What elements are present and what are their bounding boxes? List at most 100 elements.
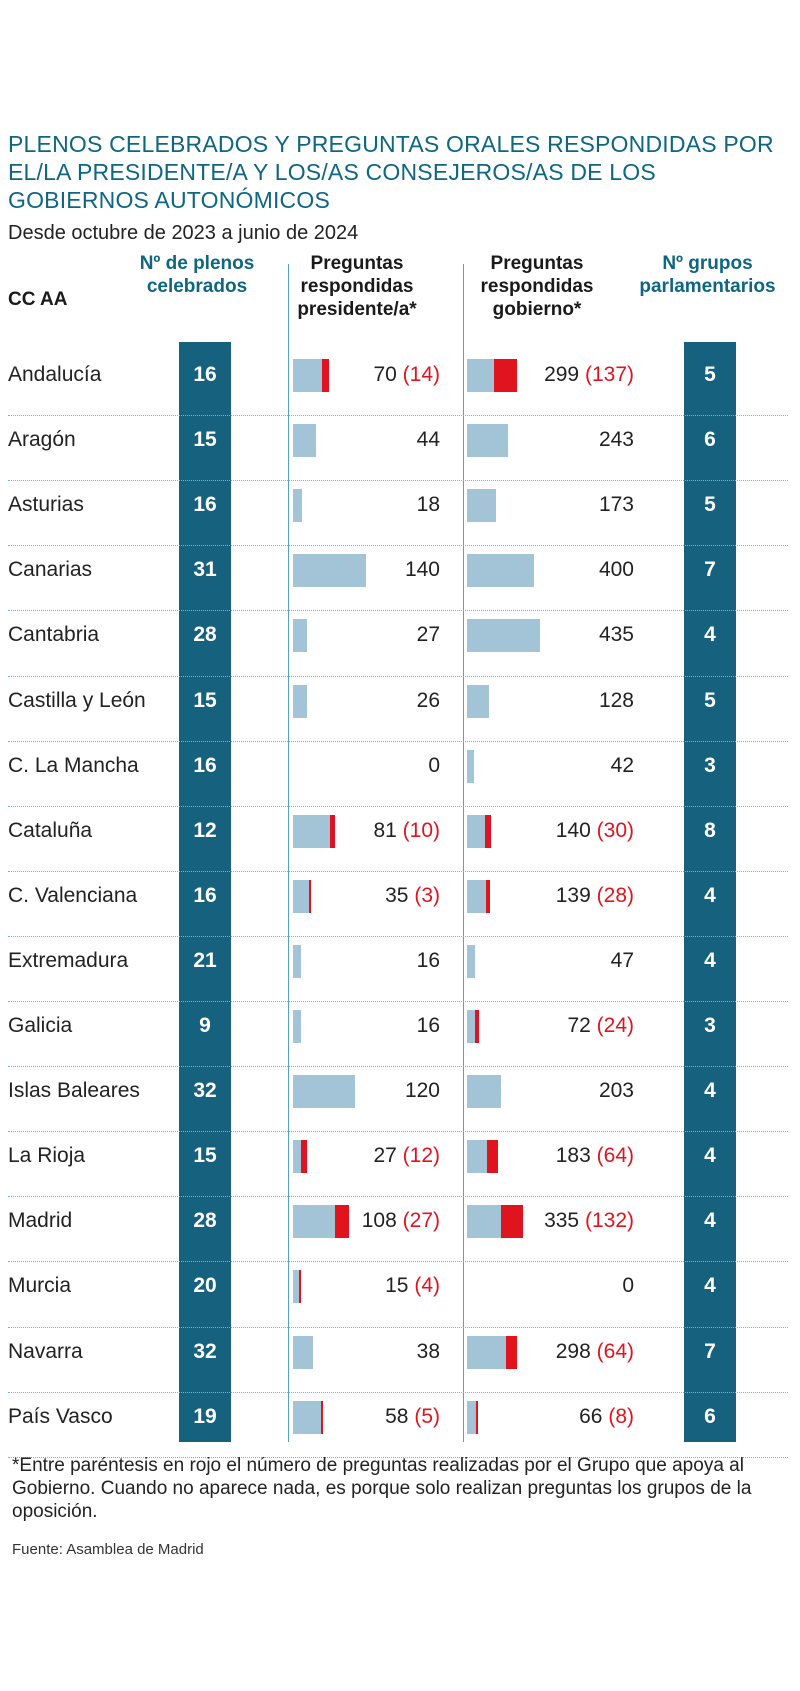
gob-government-group-value: (137) bbox=[584, 363, 634, 386]
row-label: Castilla y León bbox=[8, 688, 146, 712]
row-separator bbox=[8, 1391, 788, 1393]
gobierno-cell: 139 (28) bbox=[556, 884, 634, 908]
source-note: Fuente: Asamblea de Madrid bbox=[12, 1541, 204, 1558]
row-separator bbox=[8, 610, 788, 612]
presidente-bar bbox=[293, 1010, 302, 1043]
grupos-value: 5 bbox=[704, 493, 716, 517]
grupos-value: 6 bbox=[704, 428, 716, 452]
presidente-cell: 108 (27) bbox=[362, 1209, 440, 1233]
gobierno-cell: 298 (64) bbox=[556, 1340, 634, 1364]
header-grupos: Nº grupos parlamentarios bbox=[639, 253, 776, 297]
grupos-value: 8 bbox=[704, 818, 716, 842]
presidente-cell: 27 bbox=[417, 623, 440, 647]
gobierno-bar bbox=[467, 554, 535, 588]
presidente-cell: 15 (4) bbox=[385, 1274, 440, 1298]
gob-value: 72 bbox=[567, 1014, 591, 1037]
presidente-cell: 18 bbox=[417, 493, 440, 517]
gob-government-group-value: (8) bbox=[608, 1404, 634, 1428]
gobierno-cell: 42 bbox=[611, 754, 634, 778]
grupos-band bbox=[684, 342, 736, 1442]
grupos-value: 3 bbox=[704, 1014, 716, 1037]
plenos-value: 28 bbox=[193, 623, 217, 647]
presidente-bar bbox=[293, 619, 308, 653]
pres-government-group-value: (4) bbox=[414, 1274, 440, 1298]
gob-value: 435 bbox=[598, 623, 634, 647]
gobierno-cell: 0 bbox=[622, 1274, 634, 1298]
row-separator bbox=[8, 1066, 788, 1068]
grupos-value: 6 bbox=[704, 1404, 716, 1428]
gob-value: 183 bbox=[555, 1144, 591, 1168]
pres-value: 27 bbox=[416, 623, 440, 647]
row-separator bbox=[8, 935, 788, 937]
plenos-value: 16 bbox=[193, 883, 217, 907]
gob-government-group-value: (132) bbox=[584, 1209, 634, 1233]
gob-value: 173 bbox=[598, 493, 634, 517]
presidente-cell: 0 bbox=[428, 754, 440, 778]
pres-value: 35 bbox=[385, 883, 409, 907]
gobierno-cell: 183 (64) bbox=[556, 1144, 634, 1168]
pres-value: 38 bbox=[416, 1339, 440, 1363]
plenos-value: 28 bbox=[193, 1209, 217, 1233]
gob-value: 400 bbox=[598, 558, 634, 582]
row-separator bbox=[8, 415, 788, 417]
gobierno-bar bbox=[467, 879, 491, 913]
gobierno-bar bbox=[467, 749, 475, 783]
grupos-value: 5 bbox=[704, 363, 716, 386]
plenos-value: 19 bbox=[193, 1404, 217, 1428]
row-label: Islas Baleares bbox=[8, 1079, 140, 1103]
row-separator bbox=[8, 480, 788, 482]
pres-value: 70 bbox=[373, 363, 397, 386]
gobierno-government-bar bbox=[501, 1205, 524, 1239]
gobierno-cell: 128 bbox=[599, 689, 634, 713]
row-separator bbox=[8, 870, 788, 872]
plenos-value: 16 bbox=[193, 753, 217, 777]
presidente-government-bar bbox=[322, 359, 330, 392]
gob-government-group-value: (30) bbox=[596, 818, 634, 842]
pres-value: 58 bbox=[385, 1404, 409, 1428]
gob-value: 42 bbox=[610, 753, 634, 777]
plenos-value: 15 bbox=[193, 688, 217, 712]
pres-government-group-value: (12) bbox=[402, 1144, 440, 1168]
row-label: C. Valenciana bbox=[8, 883, 138, 907]
presidente-bar bbox=[293, 1335, 313, 1369]
row-label: País Vasco bbox=[8, 1404, 113, 1428]
row-separator bbox=[8, 740, 788, 742]
gob-value: 128 bbox=[598, 688, 634, 712]
plenos-value: 21 bbox=[193, 948, 217, 972]
gobierno-bar bbox=[467, 944, 475, 978]
presidente-bar bbox=[293, 684, 307, 718]
gobierno-cell: 140 (30) bbox=[556, 819, 634, 843]
pres-value: 140 bbox=[404, 558, 440, 582]
gobierno-cell: 173 bbox=[599, 493, 634, 517]
presidente-government-bar bbox=[320, 1400, 324, 1434]
pres-value: 120 bbox=[404, 1079, 440, 1103]
plenos-value: 12 bbox=[193, 818, 217, 842]
gobierno-bar bbox=[467, 424, 508, 458]
plenos-value: 32 bbox=[193, 1079, 217, 1103]
gobierno-cell: 243 bbox=[599, 428, 634, 452]
presidente-cell: 27 (12) bbox=[373, 1144, 440, 1168]
gob-value: 203 bbox=[598, 1079, 634, 1103]
pres-government-group-value: (5) bbox=[414, 1404, 440, 1428]
gobierno-bar bbox=[467, 814, 491, 848]
pres-value: 16 bbox=[416, 1014, 440, 1037]
plenos-value: 9 bbox=[199, 1014, 211, 1037]
row-label: Cataluña bbox=[8, 818, 93, 842]
gobierno-government-bar bbox=[476, 1400, 479, 1434]
gob-government-group-value: (24) bbox=[596, 1014, 634, 1037]
row-separator bbox=[8, 1196, 788, 1198]
chart-title: PLENOS CELEBRADOS Y PREGUNTAS ORALES RES… bbox=[8, 131, 774, 213]
presidente-government-bar bbox=[309, 879, 312, 913]
presidente-bar bbox=[293, 814, 336, 848]
presidente-bar bbox=[293, 879, 312, 913]
pres-value: 0 bbox=[428, 753, 440, 777]
grupos-value: 4 bbox=[704, 948, 716, 972]
pres-government-group-value: (3) bbox=[414, 883, 440, 907]
presidente-cell: 70 (14) bbox=[373, 363, 440, 387]
gob-government-group-value: (64) bbox=[596, 1339, 634, 1363]
gob-value: 139 bbox=[555, 883, 591, 907]
footnote: *Entre paréntesis en rojo el número de p… bbox=[12, 1455, 752, 1522]
presidente-cell: 35 (3) bbox=[385, 884, 440, 908]
gob-value: 299 bbox=[544, 363, 580, 386]
gobierno-bar bbox=[467, 684, 489, 718]
